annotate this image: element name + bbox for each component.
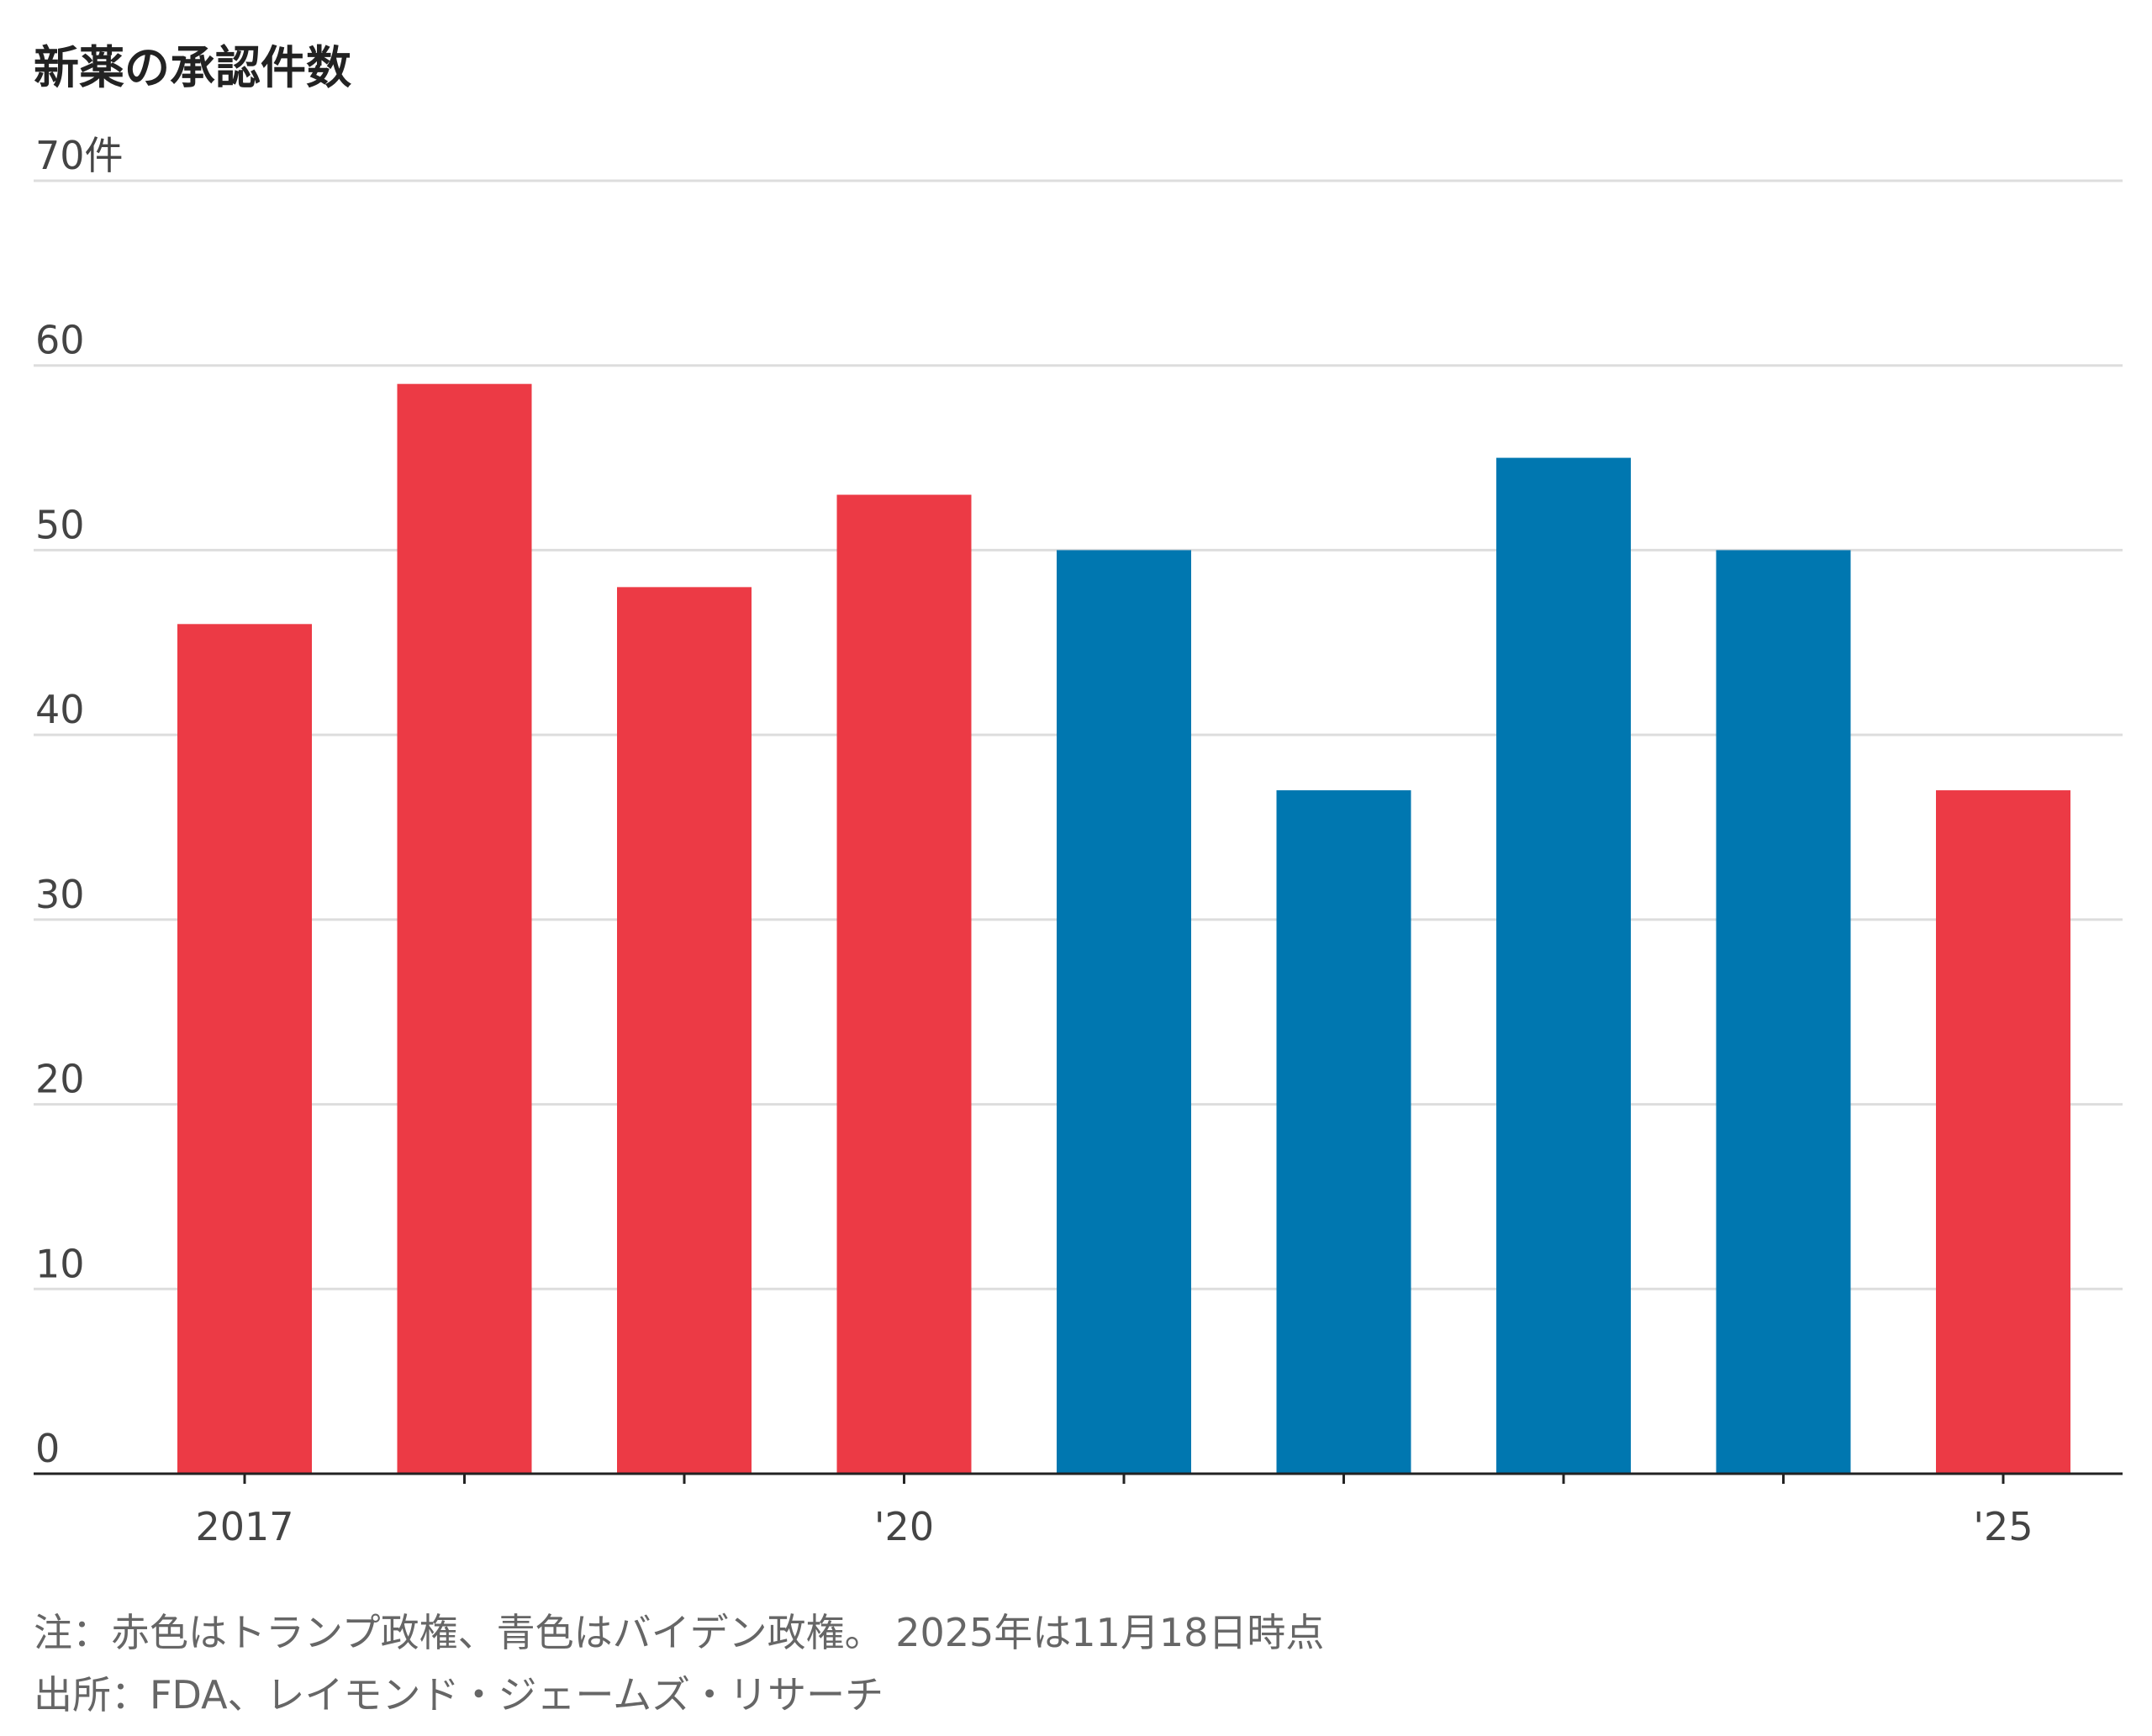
x-tick-label: '20 [874,1504,934,1549]
y-tick-label: 20 [35,1057,85,1102]
x-tick-label: '25 [1973,1504,2033,1549]
x-tick-label: 2017 [195,1504,293,1549]
bar-2025 [1936,790,2070,1474]
bar-2021 [1057,550,1191,1474]
chart-title: 新薬の承認件数 [34,41,351,94]
bar-2024 [1716,550,1851,1474]
axis-labels: 0 10 20 30 40 50 60 70件 2017 '20 '25 [35,133,2033,1549]
bar-2019 [617,587,752,1475]
bars [177,383,2070,1475]
y-tick-label: 10 [35,1241,85,1286]
x-axis [34,1472,2123,1484]
bar-2017 [177,624,312,1474]
bar-2020 [836,494,972,1474]
bar-2023 [1496,457,1631,1474]
chart-note: 注：赤色はトランプ政権、青色はバイデン政権。 2025年は11月18日時点 [34,1610,1325,1655]
chart-source: 出所：FDA、レイモンド・ジェームズ・リサーチ [34,1672,884,1718]
bar-2022 [1276,790,1411,1474]
y-tick-label: 40 [35,687,85,732]
y-tick-label: 0 [35,1426,60,1471]
y-tick-label: 70件 [35,133,124,178]
y-tick-label: 60 [35,318,85,363]
y-tick-label: 50 [35,502,85,547]
bar-2018 [397,383,532,1475]
y-tick-label: 30 [35,872,85,917]
